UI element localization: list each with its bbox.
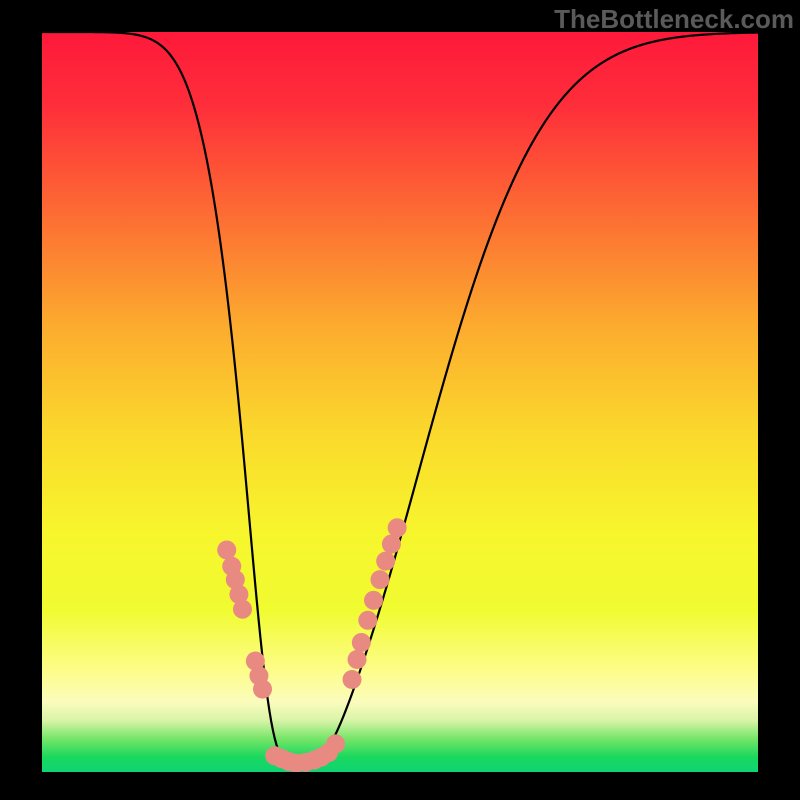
marker-dot xyxy=(370,570,389,589)
watermark-text: TheBottleneck.com xyxy=(554,4,794,35)
chart-svg xyxy=(42,32,758,772)
chart-frame xyxy=(42,32,758,772)
marker-dot xyxy=(382,535,401,554)
marker-dot xyxy=(352,633,371,652)
marker-dot xyxy=(253,680,272,699)
marker-dot xyxy=(233,600,252,619)
marker-dot xyxy=(326,734,345,753)
marker-dot xyxy=(217,541,236,560)
marker-dot xyxy=(364,591,383,610)
marker-dot xyxy=(348,650,367,669)
marker-dot xyxy=(376,552,395,571)
marker-dot xyxy=(343,670,362,689)
marker-dot xyxy=(358,611,377,630)
marker-dot xyxy=(388,518,407,537)
gradient-background xyxy=(42,32,758,772)
